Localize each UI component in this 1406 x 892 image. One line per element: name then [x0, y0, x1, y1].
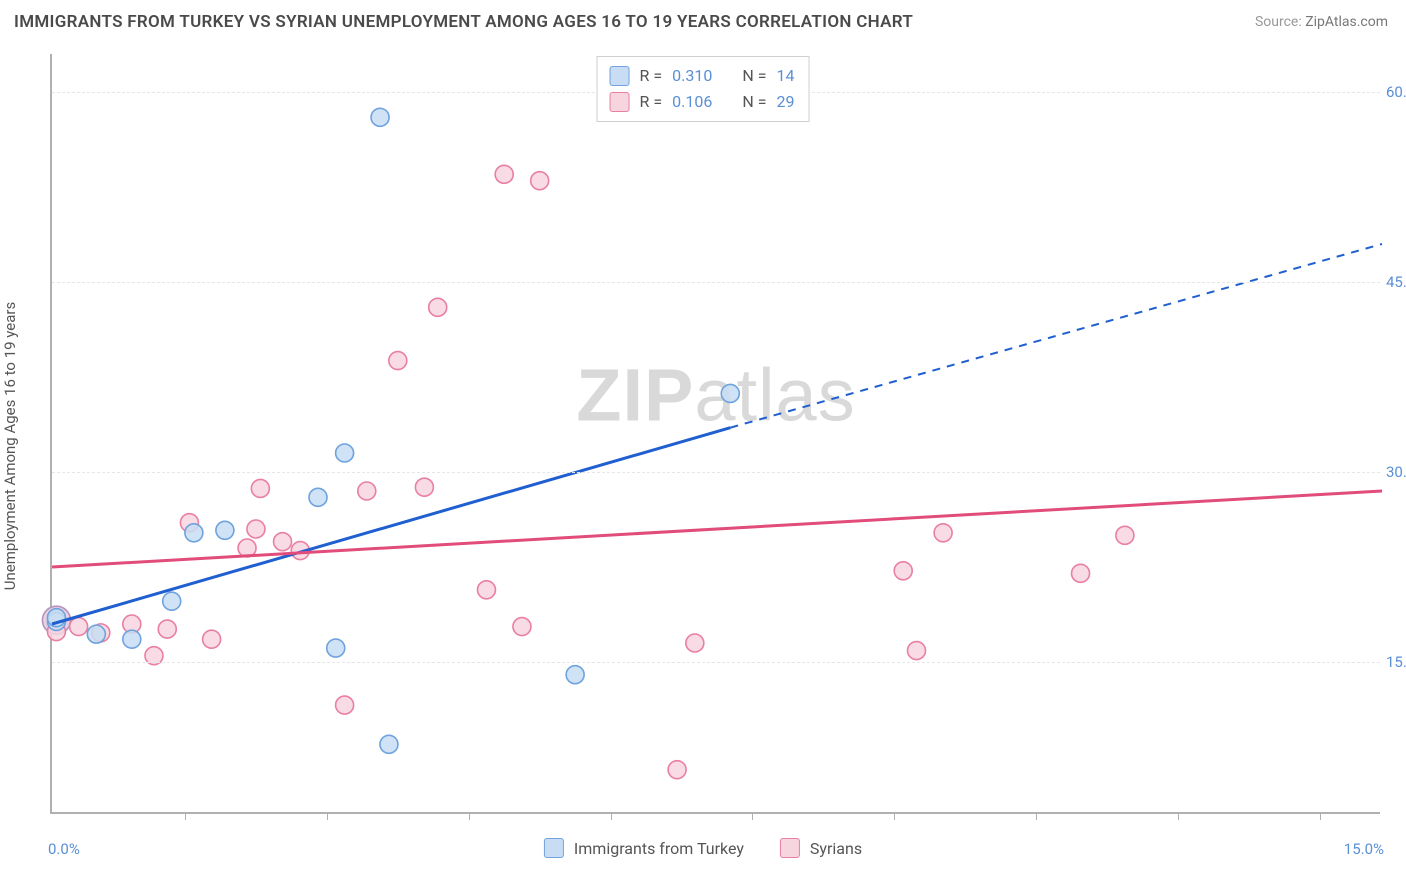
syrians-point — [251, 479, 269, 497]
turkey-point — [336, 444, 354, 462]
syrians-point — [158, 620, 176, 638]
legend-swatch — [780, 838, 800, 858]
syrians-point — [336, 696, 354, 714]
x-tick — [469, 812, 470, 820]
syrians-point — [908, 642, 926, 660]
syrians-point — [686, 634, 704, 652]
syrians-point — [668, 761, 686, 779]
legend-r-value: 0.310 — [672, 63, 712, 89]
y-tick-label: 15.0% — [1386, 653, 1406, 671]
x-tick — [894, 812, 895, 820]
turkey-point — [216, 521, 234, 539]
gridline — [52, 282, 1380, 283]
turkey-point — [380, 735, 398, 753]
plot-svg — [52, 54, 1380, 812]
x-tick — [327, 812, 328, 820]
turkey-point — [87, 625, 105, 643]
turkey-regression-extrapolation — [730, 244, 1382, 428]
chart-title: IMMIGRANTS FROM TURKEY VS SYRIAN UNEMPLO… — [14, 12, 913, 32]
syrians-point — [531, 172, 549, 190]
legend-n-value: 14 — [776, 63, 794, 89]
turkey-point — [327, 639, 345, 657]
chart-container: IMMIGRANTS FROM TURKEY VS SYRIAN UNEMPLO… — [0, 0, 1406, 892]
source-attribution: Source: ZipAtlas.com — [1255, 14, 1388, 30]
legend-r-value: 0.106 — [672, 89, 712, 115]
x-tick — [1178, 812, 1179, 820]
legend-n-label: N = — [742, 89, 766, 115]
syrians-point — [70, 618, 88, 636]
syrians-point — [1072, 564, 1090, 582]
turkey-point — [185, 524, 203, 542]
syrians-point — [358, 482, 376, 500]
y-tick-label: 30.0% — [1386, 463, 1406, 481]
syrians-point — [1116, 526, 1134, 544]
legend-series-label: Immigrants from Turkey — [574, 839, 744, 858]
turkey-point — [371, 108, 389, 126]
syrians-point — [203, 630, 221, 648]
y-axis-label: Unemployment Among Ages 16 to 19 years — [1, 302, 19, 590]
x-axis-min-label: 0.0% — [48, 840, 80, 858]
turkey-regression-line — [52, 428, 730, 624]
y-tick-label: 45.0% — [1386, 273, 1406, 291]
legend-series-item: Syrians — [780, 838, 862, 858]
source-label: Source: — [1255, 14, 1302, 30]
syrians-point — [894, 562, 912, 580]
syrians-point — [513, 618, 531, 636]
turkey-point — [566, 666, 584, 684]
turkey-point — [721, 384, 739, 402]
gridline — [52, 472, 1380, 473]
legend-n-label: N = — [742, 63, 766, 89]
legend-r-label: R = — [640, 63, 663, 89]
legend-correlation-row: R = 0.310 N = 14 — [610, 63, 795, 89]
syrians-point — [389, 352, 407, 370]
legend-series: Immigrants from Turkey Syrians — [544, 838, 862, 858]
syrians-point — [495, 165, 513, 183]
x-tick — [185, 812, 186, 820]
y-tick-label: 60.0% — [1386, 83, 1406, 101]
x-axis-max-label: 15.0% — [1344, 840, 1384, 858]
syrians-point — [477, 581, 495, 599]
turkey-point — [309, 488, 327, 506]
source-value: ZipAtlas.com — [1305, 14, 1388, 30]
syrians-point — [274, 533, 292, 551]
legend-swatch — [544, 838, 564, 858]
legend-r-label: R = — [640, 89, 663, 115]
gridline — [52, 662, 1380, 663]
turkey-point — [123, 630, 141, 648]
syrians-point — [934, 524, 952, 542]
legend-swatch — [610, 92, 630, 112]
legend-series-item: Immigrants from Turkey — [544, 838, 744, 858]
x-tick — [752, 812, 753, 820]
legend-correlation: R = 0.310 N = 14 R = 0.106 N = 29 — [597, 56, 810, 122]
legend-n-value: 29 — [776, 89, 794, 115]
syrians-point — [429, 298, 447, 316]
x-tick — [1320, 812, 1321, 820]
x-tick — [1036, 812, 1037, 820]
plot-area: ZIPatlas 15.0%30.0%45.0%60.0% — [50, 54, 1380, 814]
legend-swatch — [610, 66, 630, 86]
syrians-point — [415, 478, 433, 496]
legend-series-label: Syrians — [810, 839, 862, 858]
x-tick — [611, 812, 612, 820]
legend-correlation-row: R = 0.106 N = 29 — [610, 89, 795, 115]
syrians-point — [247, 520, 265, 538]
turkey-point — [163, 592, 181, 610]
